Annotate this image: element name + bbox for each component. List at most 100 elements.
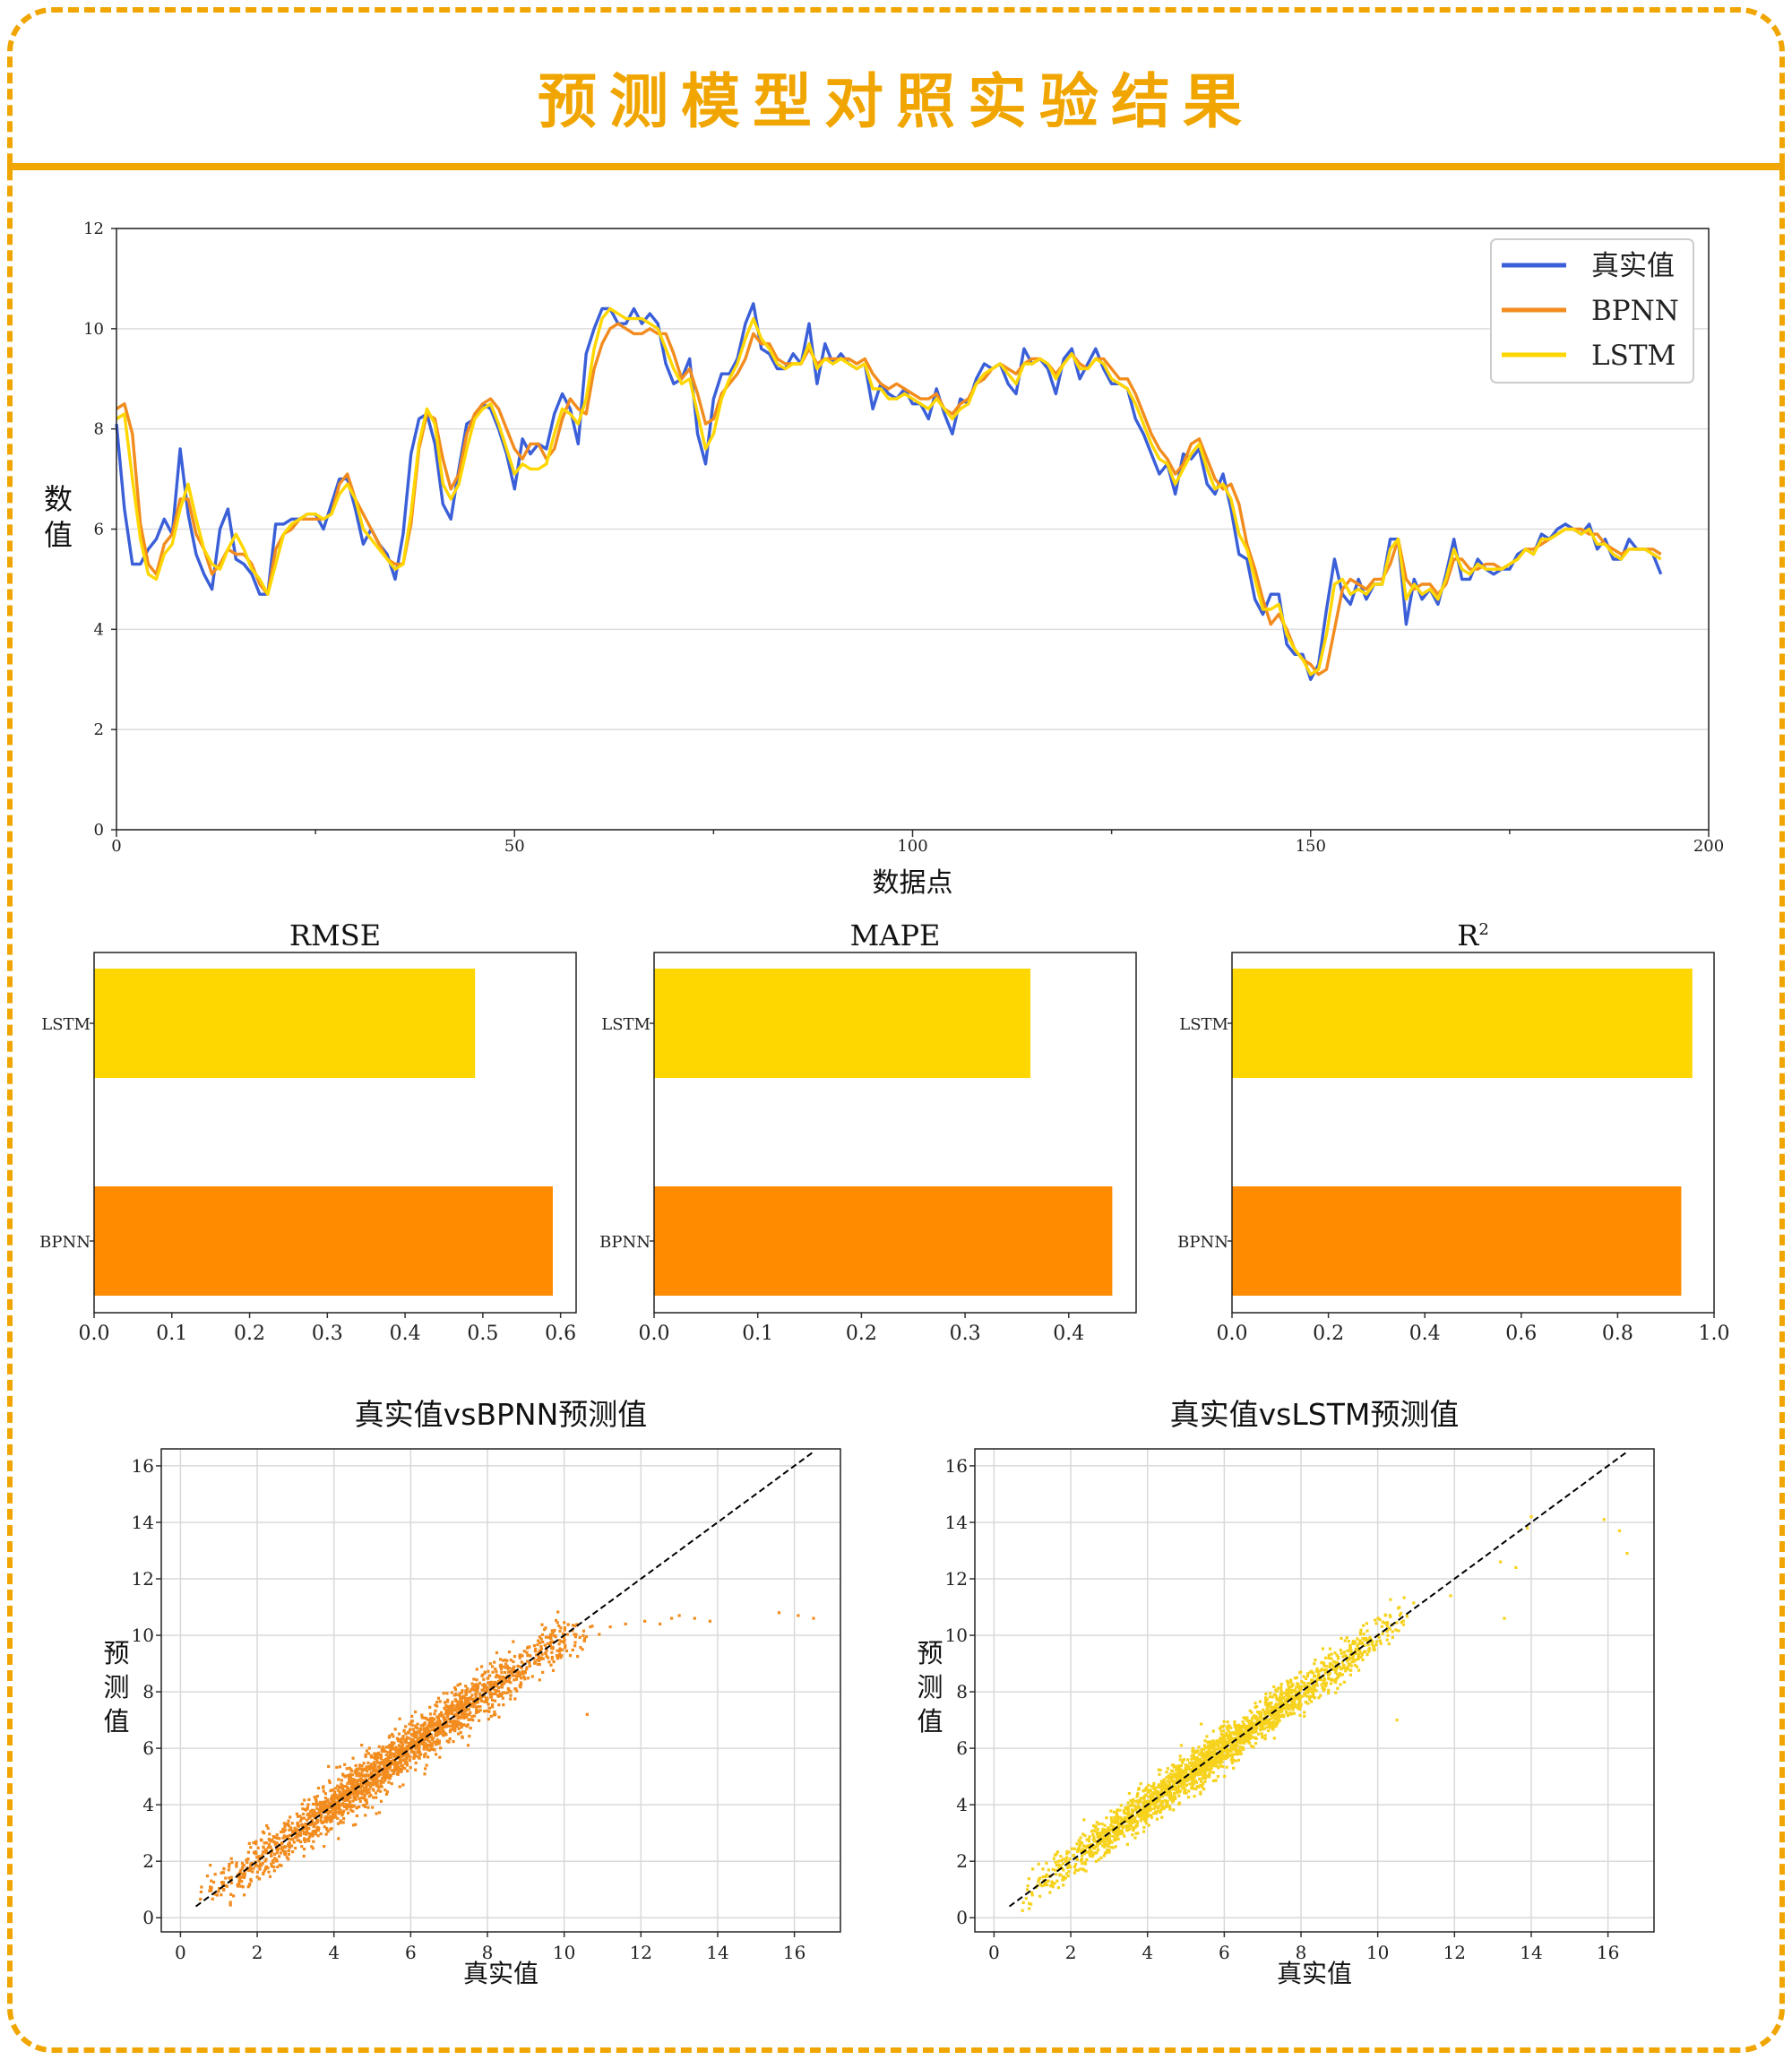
scatter-point: [271, 1861, 275, 1865]
scatter-point: [1254, 1725, 1257, 1728]
scatter-point: [1114, 1845, 1117, 1849]
scatter-point: [1287, 1681, 1290, 1685]
scatter-point: [1314, 1689, 1318, 1693]
scatter-point: [1079, 1867, 1082, 1871]
scatter-point: [433, 1748, 436, 1752]
scatter-point: [359, 1797, 363, 1800]
scatter-point: [399, 1761, 402, 1764]
scatter-point: [1082, 1852, 1086, 1856]
scatter-point: [1228, 1740, 1232, 1744]
scatter-point: [1154, 1789, 1158, 1793]
scatter-point: [1097, 1832, 1100, 1835]
scatter-point: [489, 1685, 493, 1688]
scatter-point: [379, 1780, 383, 1783]
scatter-point: [467, 1708, 470, 1711]
scatter-point: [1293, 1676, 1297, 1680]
scatter-point: [248, 1866, 252, 1869]
scatter-point: [1144, 1811, 1149, 1814]
scatter-point: [243, 1893, 246, 1897]
scatter-point: [406, 1769, 409, 1772]
scatter-point: [397, 1732, 401, 1736]
scatter-point: [372, 1763, 375, 1766]
y-tick-label: 0: [142, 1907, 154, 1928]
scatter-point: [509, 1690, 513, 1694]
scatter-point: [336, 1784, 340, 1788]
scatter-point: [1284, 1706, 1288, 1710]
scatter-point: [1363, 1643, 1366, 1647]
scatter-point: [1059, 1855, 1063, 1858]
scatter-point: [357, 1790, 360, 1794]
scatter-point: [470, 1718, 473, 1721]
scatter-point: [1166, 1767, 1169, 1771]
scatter-point: [1239, 1740, 1243, 1744]
scatter-point: [1090, 1845, 1094, 1849]
scatter-point: [383, 1749, 387, 1753]
scatter-point: [1092, 1835, 1096, 1840]
scatter-point: [1320, 1668, 1323, 1671]
scatter-point: [1287, 1704, 1290, 1708]
scatter_bpnn-scatter-chart: 0 2 4 6 8 10 12 14 160246810121416真实值vsBPNN预测值真实…: [103, 1397, 841, 1988]
scatter-point: [359, 1777, 363, 1780]
scatter-point: [383, 1763, 386, 1767]
scatter-point: [1139, 1782, 1142, 1786]
scatter-point: [246, 1861, 249, 1865]
scatter-point: [1185, 1783, 1188, 1787]
scatter-point: [1216, 1739, 1219, 1743]
scatter-point: [423, 1722, 426, 1726]
scatter-point: [1348, 1643, 1352, 1647]
scatter-point: [1219, 1748, 1223, 1752]
scatter-point: [1221, 1738, 1225, 1742]
scatter-point: [1194, 1788, 1198, 1791]
scatter-point: [461, 1735, 464, 1738]
scatter-point: [1118, 1808, 1122, 1812]
scatter-point: [311, 1822, 314, 1826]
scatter-point: [1305, 1676, 1308, 1680]
scatter-point: [1372, 1645, 1375, 1649]
scatter-point: [1159, 1780, 1163, 1785]
scatter-point: [430, 1742, 435, 1745]
scatter-point: [1178, 1768, 1182, 1771]
scatter-point: [416, 1746, 419, 1750]
scatter-point: [559, 1626, 563, 1630]
scatter-point: [442, 1716, 445, 1720]
scatter-point: [507, 1688, 511, 1692]
scatter-point: [462, 1694, 466, 1698]
scatter-point: [1048, 1891, 1052, 1894]
scatter-point: [1231, 1737, 1235, 1740]
scatter-point: [396, 1765, 400, 1769]
scatter-point: [708, 1619, 711, 1623]
scatter-point: [213, 1892, 217, 1896]
scatter-point: [210, 1879, 213, 1883]
scatter-point: [1230, 1755, 1234, 1759]
scatter-point: [1178, 1789, 1182, 1793]
scatter-point: [1275, 1689, 1279, 1693]
scatter-point: [1222, 1720, 1226, 1723]
scatter-point: [246, 1885, 250, 1889]
scatter-point: [323, 1804, 326, 1807]
scatter-point: [374, 1763, 377, 1767]
x-tick-label: 1.0: [1699, 1323, 1730, 1345]
scatter-point: [525, 1666, 529, 1669]
scatter-point: [463, 1704, 467, 1708]
scatter-point: [483, 1710, 487, 1713]
scatter-point: [332, 1788, 335, 1792]
scatter-point: [1076, 1868, 1080, 1872]
scatter-point: [457, 1694, 461, 1697]
scatter-point: [515, 1689, 519, 1693]
scatter-point: [330, 1810, 333, 1814]
scatter-point: [1295, 1676, 1298, 1679]
scatter-point: [1225, 1755, 1229, 1759]
scatter-point: [392, 1771, 395, 1775]
scatter-point: [551, 1668, 556, 1672]
scatter-point: [247, 1841, 251, 1845]
scatter-point: [1617, 1529, 1622, 1532]
scatter-point: [1154, 1801, 1158, 1805]
scatter-point: [371, 1783, 375, 1787]
scatter-point: [1288, 1691, 1292, 1694]
scatter-point: [1064, 1857, 1068, 1861]
scatter-point: [486, 1697, 489, 1701]
scatter-point: [290, 1844, 294, 1848]
scatter-point: [466, 1744, 470, 1747]
scatter-point: [368, 1781, 372, 1786]
scatter-point: [408, 1745, 411, 1748]
